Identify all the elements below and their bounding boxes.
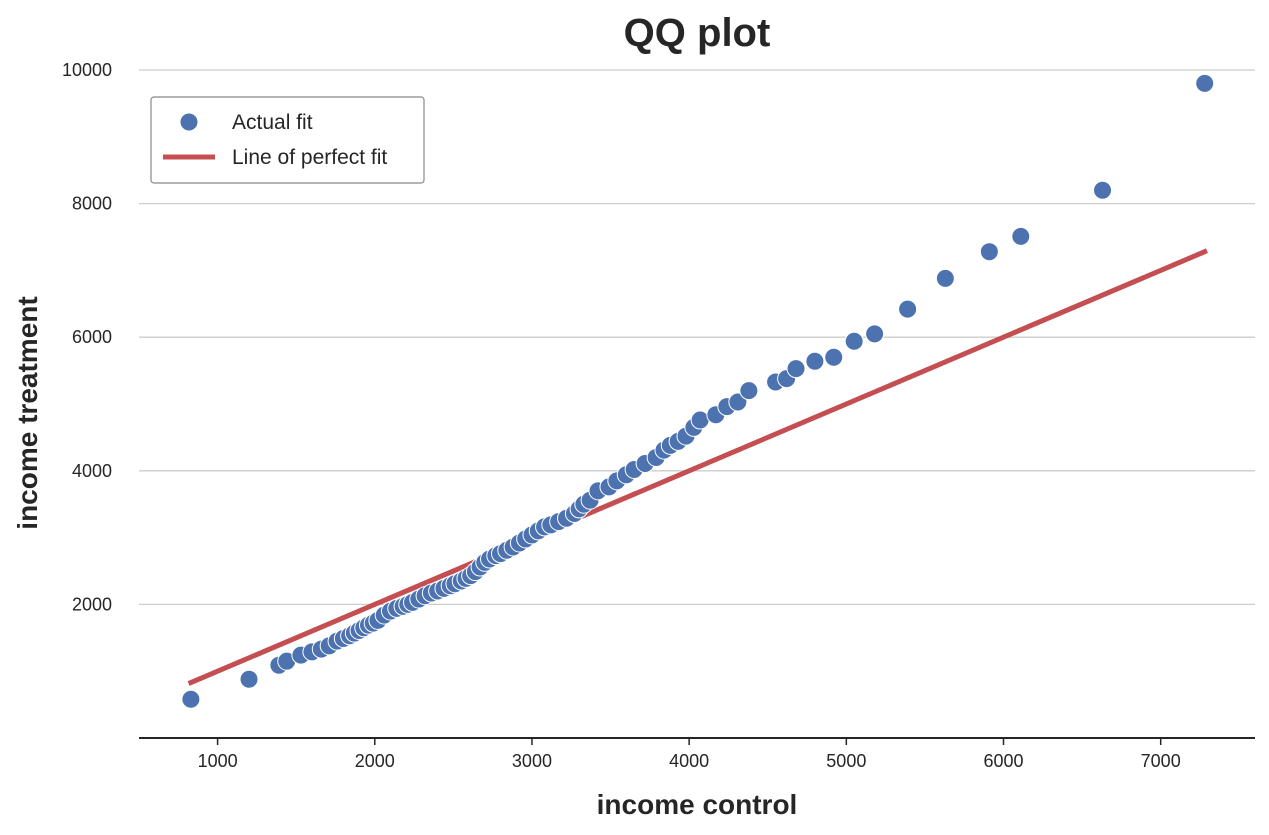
chart-title: QQ plot bbox=[624, 11, 771, 55]
legend: Actual fit Line of perfect fit bbox=[150, 96, 425, 184]
y-tick-label: 4000 bbox=[72, 461, 112, 481]
x-tick-label: 6000 bbox=[983, 751, 1023, 771]
data-point bbox=[239, 669, 259, 689]
legend-box bbox=[150, 96, 425, 184]
grid-lines bbox=[139, 69, 1255, 606]
data-point bbox=[739, 381, 759, 401]
data-point bbox=[844, 331, 864, 351]
y-tick-label: 6000 bbox=[72, 327, 112, 347]
y-axis-ticks: 2000 4000 6000 8000 10000 bbox=[62, 60, 112, 614]
x-tick-label: 2000 bbox=[355, 751, 395, 771]
y-tick-label: 10000 bbox=[62, 60, 112, 80]
x-tick-label: 4000 bbox=[669, 751, 709, 771]
legend-label-actual-fit: Actual fit bbox=[232, 111, 313, 134]
x-tick-label: 5000 bbox=[826, 751, 866, 771]
data-point bbox=[824, 347, 844, 367]
data-point bbox=[935, 268, 955, 288]
data-point bbox=[181, 689, 201, 709]
x-tick-label: 1000 bbox=[198, 751, 238, 771]
legend-scatter-marker bbox=[179, 112, 199, 132]
legend-label-perfect-fit: Line of perfect fit bbox=[232, 146, 387, 169]
data-point bbox=[1011, 226, 1031, 246]
x-axis-ticks: 1000 2000 3000 4000 5000 6000 7000 bbox=[198, 738, 1181, 771]
data-point bbox=[865, 324, 885, 344]
data-point bbox=[805, 351, 825, 371]
data-point bbox=[898, 299, 918, 319]
x-axis-title: income control bbox=[597, 789, 798, 820]
data-point bbox=[1195, 73, 1215, 93]
y-tick-label: 2000 bbox=[72, 594, 112, 614]
y-axis-title: income treatment bbox=[12, 296, 43, 529]
data-point bbox=[1093, 180, 1113, 200]
perfect-fit-line-group bbox=[187, 248, 1208, 686]
data-point bbox=[786, 359, 806, 379]
perfect-fit-line bbox=[187, 248, 1208, 686]
x-tick-label: 3000 bbox=[512, 751, 552, 771]
y-tick-label: 8000 bbox=[72, 194, 112, 214]
data-point bbox=[979, 242, 999, 262]
x-tick-label: 7000 bbox=[1141, 751, 1181, 771]
scatter-points bbox=[181, 73, 1215, 709]
